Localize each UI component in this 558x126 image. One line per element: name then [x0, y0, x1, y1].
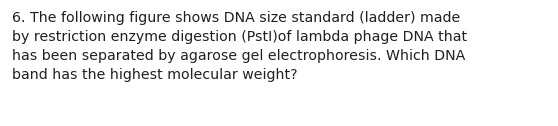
Text: 6. The following figure shows DNA size standard (ladder) made
by restriction enz: 6. The following figure shows DNA size s…	[12, 11, 467, 82]
